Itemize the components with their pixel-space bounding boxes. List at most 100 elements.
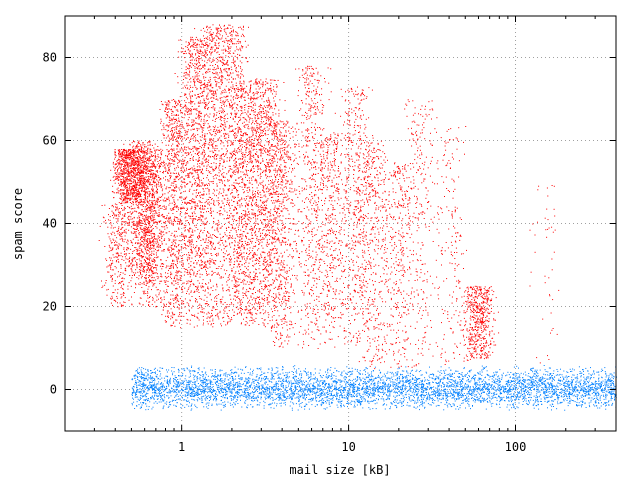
spam-point	[162, 215, 164, 217]
spam-point	[118, 154, 120, 156]
spam-point	[144, 248, 146, 249]
spam-point	[165, 109, 167, 110]
spam-point	[145, 234, 147, 236]
spam-point	[176, 120, 177, 121]
spam-point	[162, 188, 164, 190]
spam-point	[160, 163, 162, 164]
spam-point	[137, 180, 139, 182]
spam-point	[198, 96, 200, 98]
spam-point	[146, 226, 147, 228]
spam-point	[168, 196, 170, 198]
spam-point	[136, 187, 138, 188]
spam-point	[136, 189, 138, 191]
spam-point	[198, 60, 200, 62]
spam-point	[197, 254, 199, 256]
spam-point	[158, 232, 160, 234]
spam-point	[202, 129, 204, 131]
spam-point	[188, 309, 190, 311]
spam-point	[174, 100, 176, 102]
spam-point	[160, 220, 162, 222]
spam-point	[162, 216, 164, 218]
spam-point	[126, 222, 128, 224]
spam-point	[153, 240, 155, 242]
spam-point	[116, 166, 118, 168]
spam-point	[196, 78, 198, 80]
spam-point	[143, 166, 144, 168]
spam-point	[166, 321, 167, 323]
spam-point	[191, 241, 193, 243]
spam-point	[128, 157, 130, 158]
spam-point	[165, 281, 167, 283]
spam-point	[123, 241, 125, 243]
spam-point	[142, 204, 144, 205]
spam-point	[168, 240, 170, 242]
spam-point	[173, 204, 175, 206]
spam-point	[147, 242, 148, 244]
spam-point	[120, 154, 122, 156]
spam-point	[144, 214, 146, 216]
spam-point	[145, 263, 147, 265]
spam-point	[153, 260, 155, 261]
spam-point	[115, 206, 116, 208]
spam-point	[122, 283, 124, 285]
spam-point	[172, 213, 174, 214]
spam-point	[141, 160, 143, 161]
spam-point	[152, 156, 154, 157]
spam-point	[132, 162, 134, 164]
spam-point	[125, 258, 127, 260]
spam-point	[189, 70, 191, 72]
spam-point	[211, 198, 213, 200]
spam-point	[174, 203, 176, 205]
spam-point	[197, 238, 199, 240]
spam-point	[200, 88, 202, 90]
spam-point	[130, 280, 132, 282]
spam-point	[131, 296, 132, 298]
spam-point	[154, 143, 156, 145]
spam-point	[139, 263, 141, 265]
spam-point	[173, 252, 175, 254]
spam-point	[171, 311, 173, 313]
spam-point	[188, 252, 190, 254]
spam-point	[184, 113, 186, 115]
spam-point	[167, 150, 169, 152]
spam-point	[114, 172, 116, 174]
spam-point	[205, 252, 207, 254]
spam-point	[114, 244, 116, 246]
spam-point	[188, 93, 190, 95]
spam-point	[188, 108, 190, 110]
spam-point	[176, 205, 177, 207]
spam-point	[179, 159, 181, 161]
spam-point	[119, 163, 121, 165]
spam-point	[222, 75, 224, 77]
spam-point	[122, 193, 124, 195]
spam-point	[218, 28, 220, 29]
spam-point	[115, 248, 117, 250]
spam-point	[130, 268, 132, 270]
spam-point	[197, 177, 199, 179]
spam-point	[189, 285, 191, 287]
spam-point	[108, 208, 110, 209]
spam-point	[209, 64, 211, 66]
spam-point	[213, 91, 214, 93]
spam-point	[153, 242, 155, 244]
spam-point	[131, 193, 133, 195]
spam-point	[144, 227, 146, 229]
spam-point	[163, 280, 165, 282]
spam-point	[188, 287, 190, 289]
spam-point	[220, 143, 222, 145]
spam-point	[204, 159, 206, 161]
spam-point	[181, 146, 182, 148]
spam-point	[147, 150, 149, 152]
spam-point	[200, 240, 202, 241]
spam-point	[141, 157, 143, 159]
spam-point	[119, 150, 121, 152]
spam-point	[216, 284, 218, 286]
spam-point	[179, 322, 180, 324]
spam-point	[182, 160, 184, 162]
spam-point	[127, 165, 129, 167]
spam-point	[137, 239, 139, 241]
spam-point	[202, 151, 204, 153]
spam-point	[175, 101, 177, 103]
spam-point	[140, 249, 142, 251]
spam-point	[189, 124, 191, 126]
